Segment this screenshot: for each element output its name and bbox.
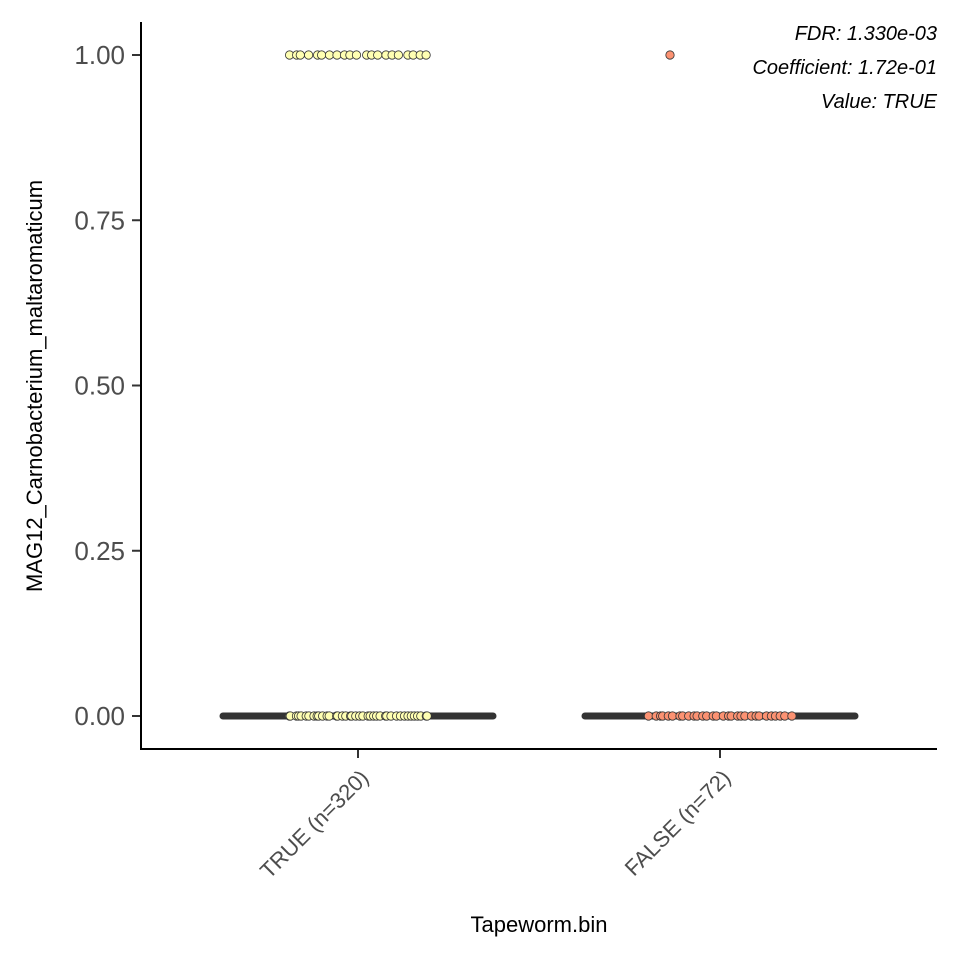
data-point: [295, 50, 305, 60]
annotation-coefficient: Coefficient: 1.72e-01: [752, 57, 937, 79]
data-point: [303, 50, 314, 60]
y-tick-label: 0.25: [74, 536, 125, 566]
data-point: [665, 50, 675, 60]
x-axis-ticks: TRUE (n=320) FALSE (n=72): [255, 749, 736, 883]
data-point: [393, 50, 403, 60]
x-axis-title: Tapeworm.bin: [471, 912, 608, 937]
data-point: [787, 711, 797, 721]
data-point: [643, 711, 654, 721]
data-point: [422, 711, 432, 721]
y-tick-label: 1.00: [74, 40, 125, 70]
data-point: [316, 50, 327, 60]
annotation-value: Value: TRUE: [821, 91, 938, 113]
y-tick-label: 0.50: [74, 371, 125, 401]
y-tick-label: 0.00: [74, 701, 125, 731]
data-point: [421, 50, 431, 60]
y-axis-ticks: 0.00 0.25 0.50 0.75 1.00: [74, 40, 141, 731]
y-axis-title: MAG12_Carnobacterium_maltaromaticum: [22, 180, 47, 592]
jitter-points: [284, 50, 797, 721]
x-tick-label: TRUE (n=320): [255, 765, 373, 883]
y-tick-label: 0.75: [74, 205, 125, 235]
data-point: [373, 50, 383, 60]
annotation-fdr: FDR: 1.330e-03: [795, 23, 937, 45]
data-point: [351, 50, 362, 60]
x-tick-label: FALSE (n=72): [620, 765, 736, 881]
